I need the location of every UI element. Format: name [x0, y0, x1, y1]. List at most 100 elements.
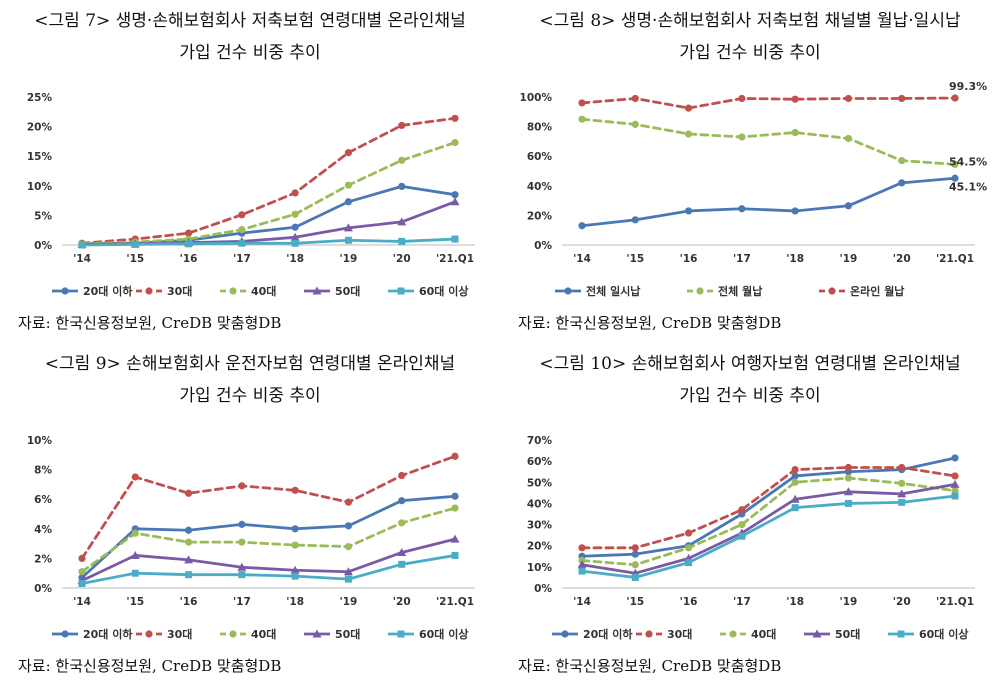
- chart-title-line1: <그림 9> 손해보험회사 운전자보험 연령대별 온라인채널: [44, 354, 456, 374]
- data-point: [451, 551, 459, 559]
- data-point: [451, 235, 459, 243]
- data-point: [791, 207, 799, 215]
- data-point: [344, 522, 353, 530]
- data-point: [344, 542, 353, 551]
- y-tick-label: 40%: [527, 498, 553, 510]
- data-point: [578, 99, 586, 107]
- data-point: [951, 454, 959, 462]
- chart-title-line2: 가입 건수 비중 추이: [679, 43, 821, 63]
- data-point: [343, 223, 353, 232]
- y-tick-label: 70%: [527, 435, 553, 447]
- legend-marker: [897, 630, 905, 638]
- data-point: [951, 160, 959, 168]
- data-point: [791, 95, 799, 103]
- data-point: [451, 452, 459, 460]
- data-point: [237, 562, 247, 571]
- data-point: [685, 559, 693, 567]
- data-point: [738, 94, 746, 103]
- y-tick-label: 0%: [34, 240, 52, 252]
- x-tick-label: '15: [126, 596, 144, 608]
- data-point: [897, 489, 907, 498]
- legend-item: 온라인 월납: [819, 284, 904, 298]
- x-tick-label: '16: [680, 596, 698, 608]
- legend-label: 60대 이상: [419, 627, 469, 641]
- legend-label: 40대: [251, 627, 276, 641]
- data-point: [291, 189, 299, 197]
- line-chart-fig10: 0% 10% 20% 30% 40% 50% 60% 70% '14 '15 '16 '17 '18 '1…: [527, 435, 975, 641]
- series-2: [78, 452, 459, 562]
- series-line: [80, 494, 457, 580]
- chart-panel-fig10: <그림 10> 손해보험회사 여행자보험 연령대별 온라인채널 가입 건수 비중…: [500, 343, 1000, 686]
- data-point: [631, 120, 639, 128]
- chart-title-line1: <그림 7> 생명·손해보험회사 저축보험 연령대별 온라인채널: [34, 11, 466, 31]
- x-tick-label: '18: [286, 253, 304, 265]
- data-point: [131, 569, 139, 577]
- legend-label: 전체 일시납: [586, 284, 640, 298]
- data-point: [451, 492, 459, 500]
- legend-marker: [397, 630, 405, 638]
- x-tick-label: '20: [393, 253, 411, 265]
- x-tick-label: '16: [680, 253, 698, 265]
- legend-marker: [145, 287, 153, 295]
- data-point: [344, 236, 352, 244]
- data-point: [398, 560, 406, 568]
- data-point: [131, 529, 139, 537]
- legend-label: 60대 이상: [419, 284, 469, 298]
- data-point: [291, 541, 299, 549]
- source-note: 자료: 한국신용정보원, CreDB 맞춤형DB: [518, 314, 782, 332]
- data-point: [684, 529, 693, 537]
- x-tick-label: '15: [626, 253, 644, 265]
- series-1: [78, 492, 459, 582]
- series-line: [580, 96, 957, 110]
- x-tick-label: '21.Q1: [436, 253, 474, 265]
- data-label: 54.5%: [949, 155, 987, 168]
- x-tick-label: '17: [233, 596, 251, 608]
- data-point: [451, 504, 459, 512]
- chart-title-line1: <그림 10> 손해보험회사 여행자보험 연령대별 온라인채널: [539, 354, 961, 374]
- series-5: [578, 492, 959, 581]
- y-tick-label: 0%: [34, 583, 52, 595]
- legend-label: 60대 이상: [919, 627, 969, 641]
- legend-item: 전체 일시납: [555, 284, 640, 298]
- legend-marker: [828, 287, 836, 295]
- series-1: 45.1%: [578, 174, 987, 230]
- data-point: [578, 115, 586, 123]
- x-tick-label: '19: [340, 596, 358, 608]
- legend-label: 40대: [751, 627, 776, 641]
- legend-label: 30대: [167, 284, 192, 298]
- data-point: [238, 482, 246, 490]
- legend-label: 50대: [335, 284, 360, 298]
- data-point: [738, 520, 746, 529]
- series-line: [80, 116, 457, 245]
- y-tick-label: 10%: [27, 181, 53, 193]
- y-tick-label: 40%: [527, 181, 553, 193]
- x-tick-label: '17: [733, 253, 751, 265]
- data-point: [184, 555, 194, 564]
- series-3: 99.3%: [578, 80, 987, 112]
- data-point: [843, 487, 853, 496]
- chart-title-line2: 가입 건수 비중 추이: [179, 43, 321, 63]
- legend-marker: [61, 630, 69, 638]
- data-point: [684, 104, 693, 112]
- data-point: [684, 207, 693, 215]
- data-point: [898, 498, 906, 506]
- data-point: [844, 499, 852, 507]
- series-5: [78, 235, 459, 249]
- data-point: [791, 504, 799, 512]
- data-point: [291, 525, 299, 533]
- y-tick-label: 80%: [527, 122, 553, 134]
- data-point: [290, 232, 300, 241]
- legend-label: 50대: [835, 627, 860, 641]
- source-note: 자료: 한국신용정보원, CreDB 맞춤형DB: [518, 657, 782, 675]
- data-point: [791, 478, 799, 486]
- data-point: [238, 571, 246, 579]
- data-point: [238, 538, 246, 546]
- data-point: [291, 210, 299, 218]
- series-line: [80, 454, 457, 560]
- data-point: [398, 121, 406, 130]
- y-tick-label: 20%: [527, 210, 553, 222]
- data-point: [738, 532, 746, 540]
- y-tick-label: 60%: [527, 151, 553, 163]
- series-2: [78, 114, 459, 247]
- data-point: [450, 534, 460, 543]
